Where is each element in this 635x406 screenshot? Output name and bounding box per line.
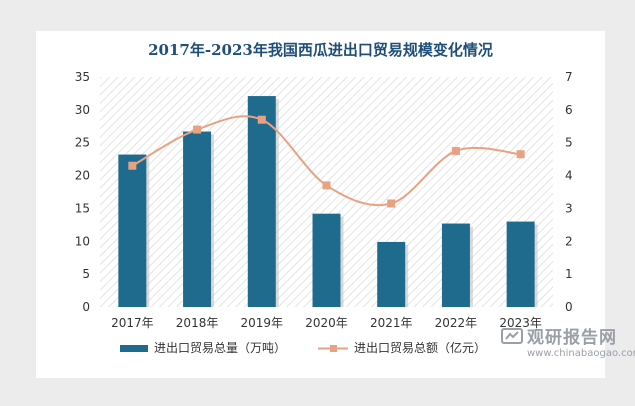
x-tick-label: 2022年 xyxy=(435,316,478,330)
line-markers xyxy=(128,115,525,208)
legend-line-label: 进出口贸易总额（亿元） xyxy=(354,340,486,355)
right-tick-label: 4 xyxy=(565,169,573,183)
watermark: 观研报告网 www.chinabaogao.com xyxy=(501,323,635,359)
right-tick-label: 3 xyxy=(565,201,573,215)
x-tick-label: 2023年 xyxy=(499,316,542,330)
line-marker xyxy=(193,125,202,134)
logo-icon xyxy=(501,327,523,344)
watermark-brand-text: 观研报告网 xyxy=(527,328,617,348)
line-marker xyxy=(128,161,137,170)
left-tick-label: 15 xyxy=(75,201,90,215)
right-tick-label: 6 xyxy=(565,103,573,117)
bar xyxy=(312,213,341,307)
left-tick-label: 35 xyxy=(75,70,90,84)
right-tick-label: 7 xyxy=(565,70,573,84)
line-marker xyxy=(257,115,266,124)
legend-line-marker xyxy=(330,345,337,352)
bar xyxy=(506,221,535,307)
legend-bar-swatch xyxy=(120,345,148,352)
left-tick-label: 20 xyxy=(75,169,90,183)
bar xyxy=(441,223,470,307)
x-tick-label: 2019年 xyxy=(241,316,284,330)
bar-series xyxy=(118,96,538,307)
right-tick-label: 0 xyxy=(565,300,573,314)
bar xyxy=(118,154,147,307)
legend-bar-label: 进出口贸易总量（万吨） xyxy=(154,341,286,355)
chart-card: 2017年-2023年我国西瓜进出口贸易规模变化情况 0 5 10 15 20 25 30 3… xyxy=(36,31,635,378)
line-marker xyxy=(451,146,460,155)
right-tick-label: 1 xyxy=(565,267,573,281)
bar xyxy=(183,131,212,307)
line-marker xyxy=(516,150,525,159)
left-tick-label: 10 xyxy=(75,234,90,248)
x-tick-label: 2018年 xyxy=(176,316,219,330)
left-tick-label: 25 xyxy=(75,136,90,150)
left-axis: 0 5 10 15 20 25 30 35 xyxy=(75,70,90,314)
line-marker xyxy=(322,181,331,190)
right-tick-label: 2 xyxy=(565,234,573,248)
left-tick-label: 5 xyxy=(82,267,90,281)
right-axis: 0 1 2 3 4 5 6 7 xyxy=(565,70,573,314)
chart-title: 2017年-2023年我国西瓜进出口贸易规模变化情况 xyxy=(148,41,493,59)
left-tick-label: 30 xyxy=(75,103,90,117)
x-axis: 2017年 2018年 2019年 2020年 2021年 2022年 2023年 xyxy=(111,316,542,330)
watermark-brand: 观研报告网 xyxy=(501,323,635,348)
watermark-url: www.chinabaogao.com xyxy=(527,348,635,359)
legend: 进出口贸易总量（万吨） 进出口贸易总额（亿元） xyxy=(120,340,486,355)
x-tick-label: 2020年 xyxy=(305,316,348,330)
line-marker xyxy=(387,199,396,208)
bar xyxy=(377,241,406,307)
left-tick-label: 0 xyxy=(82,300,90,314)
bar xyxy=(247,96,276,307)
right-tick-label: 5 xyxy=(565,136,573,150)
x-tick-label: 2017年 xyxy=(111,316,154,330)
x-tick-label: 2021年 xyxy=(370,316,413,330)
